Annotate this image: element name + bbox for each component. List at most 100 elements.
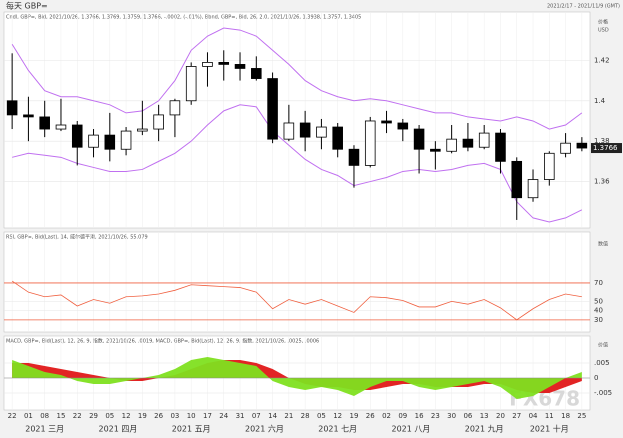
candle-body: [348, 148, 360, 166]
x-tick-label: 26: [154, 412, 163, 420]
x-tick-label: 20: [496, 412, 505, 420]
x-tick-label: 01: [24, 412, 33, 420]
x-tick-label: 12: [333, 412, 342, 420]
x-tick-label: 13: [480, 412, 489, 420]
x-tick-label: 08: [40, 412, 49, 420]
month-label: 2021 四月: [98, 425, 137, 434]
x-tick-label: 23: [431, 412, 440, 420]
month-label: 2021 五月: [172, 425, 211, 434]
y-tick-label: 1.4: [594, 97, 606, 105]
price-tag-label: 1.3766: [593, 144, 618, 152]
x-tick-label: 22: [73, 412, 82, 420]
candle-body: [527, 179, 539, 199]
y-tick-label: 1.36: [594, 178, 610, 186]
candle-body: [202, 61, 213, 67]
rsi-panel: [3, 231, 591, 333]
candle-body: [576, 142, 588, 149]
candle-body: [478, 132, 490, 148]
x-tick-label: 19: [138, 412, 147, 420]
x-tick-label: 02: [382, 412, 391, 420]
y-tick-label: 30: [594, 316, 603, 324]
candle-body: [316, 126, 327, 138]
y-tick-label: 0: [594, 374, 598, 382]
bollinger-band: [11, 27, 583, 130]
x-tick-label: 12: [122, 412, 131, 420]
x-tick-label: 11: [545, 412, 554, 420]
candle-body: [71, 124, 83, 148]
candle-body: [39, 116, 50, 130]
rsi-legend: RSI, GBP=, Bid(Last), 14, 威尔德平滑, 2021/10…: [6, 234, 148, 241]
candle-body: [104, 134, 116, 150]
month-label: 2021 九月: [465, 425, 504, 434]
date-range: 2021/2/17 - 2021/11/9 (GMT): [547, 4, 620, 10]
x-tick-label: 24: [219, 412, 228, 420]
macd-legend: MACD, GBP=, Bid(Last), 12, 26, 9, 指数, 20…: [6, 338, 319, 345]
x-tick-label: 05: [317, 412, 326, 420]
candle-body: [364, 120, 376, 166]
price-tag: [591, 143, 622, 154]
candle-body: [283, 122, 295, 140]
candle-body: [446, 138, 457, 152]
x-tick-label: 10: [187, 412, 196, 420]
month-label: 2021 十月: [530, 424, 569, 434]
candle-body: [267, 78, 278, 140]
candle-body: [234, 64, 246, 69]
candle-body: [413, 128, 425, 150]
month-label: 2021 六月: [245, 424, 284, 434]
candle-body: [23, 114, 34, 118]
x-tick-label: 30: [447, 412, 456, 420]
axis-unit: USD: [598, 28, 609, 34]
x-tick-label: 26: [366, 412, 375, 420]
candle-body: [153, 114, 164, 130]
candle-body: [462, 138, 474, 148]
x-tick-label: 21: [284, 412, 293, 420]
x-tick-label: 05: [105, 412, 114, 420]
candle-body: [251, 68, 262, 79]
x-tick-label: 28: [301, 412, 310, 420]
x-tick-label: 06: [463, 412, 472, 420]
candle-body: [560, 142, 571, 154]
y-tick-label: .005: [594, 359, 610, 367]
axis-title: 价格: [598, 19, 608, 26]
x-tick-label: 15: [57, 412, 66, 420]
price-panel: [3, 11, 591, 229]
candle-body: [6, 100, 18, 116]
x-tick-label: 25: [577, 412, 586, 420]
y-tick-label: -.005: [594, 389, 612, 397]
x-tick-label: 07: [252, 412, 261, 420]
month-label: 2021 七月: [318, 425, 357, 434]
candle-body: [185, 66, 197, 102]
x-tick-label: 22: [8, 412, 17, 420]
price-legend: Cndl, GBP=, Bid, 2021/10/26, 1.3766, 1.3…: [6, 15, 361, 21]
rsi-line: [11, 280, 582, 321]
month-label: 2021 八月: [391, 425, 430, 434]
candle-body: [381, 120, 392, 124]
x-tick-label: 16: [415, 412, 424, 420]
x-tick-label: 09: [398, 412, 407, 420]
y-tick-label: 1.42: [594, 56, 610, 64]
y-tick-label: 50: [594, 297, 603, 305]
candle-body: [55, 124, 67, 130]
candle-body: [169, 100, 181, 116]
candle-body: [137, 128, 148, 132]
candle-body: [544, 152, 555, 180]
macd-axis-title: 价值: [598, 342, 608, 349]
x-tick-label: 19: [350, 412, 359, 420]
candle-body: [218, 61, 230, 65]
candle-body: [397, 122, 409, 130]
x-tick-label: 27: [512, 412, 521, 420]
y-tick-label: 40: [594, 307, 603, 315]
rsi-axis-title: 数值: [598, 241, 608, 248]
month-label: 2021 三月: [25, 425, 64, 434]
candle-body: [120, 130, 132, 150]
bollinger-band: [12, 104, 583, 223]
x-tick-label: 04: [529, 412, 538, 420]
x-tick-label: 29: [89, 412, 98, 420]
macd-panel: [3, 335, 591, 411]
x-tick-label: 14: [268, 412, 277, 420]
candle-body: [332, 126, 343, 150]
candle-body: [430, 148, 441, 152]
candle-body: [88, 134, 99, 148]
x-tick-label: 31: [236, 412, 245, 420]
